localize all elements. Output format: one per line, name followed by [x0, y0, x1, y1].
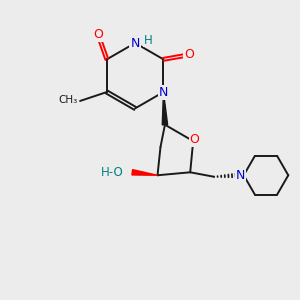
Text: CH₃: CH₃ — [58, 95, 77, 105]
Polygon shape — [162, 92, 168, 125]
Text: O: O — [190, 133, 200, 146]
Text: N: N — [159, 85, 168, 98]
Text: N: N — [236, 169, 245, 182]
Text: H: H — [144, 34, 153, 46]
Polygon shape — [132, 169, 158, 175]
Text: H-O: H-O — [100, 166, 123, 179]
Text: O: O — [93, 28, 103, 40]
Text: N: N — [130, 37, 140, 50]
Text: O: O — [184, 48, 194, 62]
Text: —: — — [66, 96, 77, 106]
